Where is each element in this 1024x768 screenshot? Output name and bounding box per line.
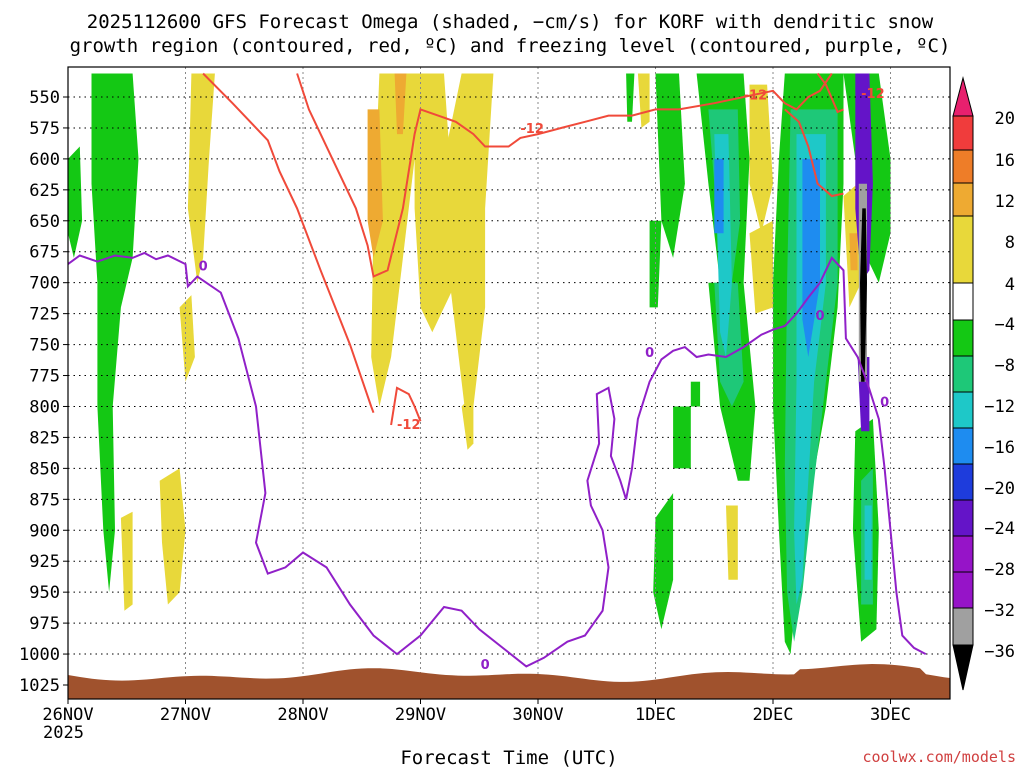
y-tick-label: 975 (29, 614, 60, 634)
colorbar-label: −28 (984, 560, 1015, 580)
y-tick-label: 700 (29, 274, 60, 294)
y-tick-label: 650 (29, 212, 60, 232)
contour-labels: -12 -12 -12 -12 0 0 0 0 0 (199, 87, 890, 673)
plot-frame (67, 66, 951, 700)
x-tick-label: 27NOV (160, 705, 211, 725)
y-tick-label: 800 (29, 397, 60, 417)
colorbar-swatch (952, 571, 974, 609)
y-tick-label: 550 (29, 88, 60, 108)
dgz-contour-label: -12 (397, 418, 421, 433)
dgz-contour-label: -12 (520, 122, 544, 137)
dgz-contour-line (202, 72, 375, 414)
dgz-contour-line (784, 108, 844, 198)
y-tick-label: 625 (29, 181, 60, 201)
y-tick-label: 600 (29, 150, 60, 170)
freezing-contour-label: 0 (645, 346, 654, 361)
colorbar-label: 16 (995, 151, 1015, 171)
y-tick-label: 950 (29, 583, 60, 603)
surface-terrain (68, 664, 950, 699)
freezing-contour-label: 0 (880, 395, 889, 410)
colorbar-swatch (952, 319, 974, 357)
y-tick-label: 675 (29, 243, 60, 263)
colorbar-swatch (952, 115, 974, 151)
y-tick-label: 825 (29, 428, 60, 448)
y-tick-label: 1000 (19, 645, 60, 665)
colorbar-swatch (952, 463, 974, 501)
freezing-contour-label: 0 (815, 309, 824, 324)
colorbar-label: −32 (984, 601, 1015, 621)
y-tick-label: 725 (29, 305, 60, 325)
colorbar-swatch (952, 182, 974, 217)
colorbar-swatch (952, 391, 974, 429)
chart-title-line2: growth region (contoured, red, ºC) and f… (70, 35, 951, 57)
colorbar-label: 8 (1005, 233, 1015, 253)
colorbar-label: −20 (984, 479, 1015, 499)
y-tick-label: 925 (29, 552, 60, 572)
freezing-contour-label: 0 (481, 658, 490, 673)
colorbar-swatch (952, 149, 974, 184)
dgz-contour-line (390, 386, 422, 426)
x-tick-label: 1DEC (635, 705, 676, 725)
x-axis-label: Forecast Time (UTC) (400, 747, 617, 768)
colorbar-label: −16 (984, 438, 1015, 458)
colorbar-swatch (952, 535, 974, 573)
colorbar-label: −8 (995, 356, 1015, 376)
y-tick-label: 575 (29, 119, 60, 139)
omega-shading (68, 73, 891, 655)
colorbar-label: −12 (984, 397, 1015, 417)
dgz-contour-line (296, 72, 833, 278)
x-tick-label: 3DEC (870, 705, 911, 725)
y-tick-label: 850 (29, 459, 60, 479)
y-tick-label: 900 (29, 521, 60, 541)
x-tick-label: 29NOV (395, 705, 446, 725)
freezing-level-line (67, 251, 927, 668)
colorbar-swatch (952, 499, 974, 537)
colorbar-swatch (952, 355, 974, 393)
contour-lines (67, 72, 927, 668)
colorbar-label: 4 (1005, 275, 1015, 295)
y-axis: 550 575 600 625 650 675 700 725 750 775 800 825 850 8… (19, 88, 68, 696)
x-tick-label: 28NOV (277, 705, 328, 725)
colorbar-label: −36 (984, 642, 1015, 662)
freezing-contour-label: 0 (199, 259, 208, 274)
colorbar: 20 16 12 8 4 −4 −8 −12 −16 −20 −24 −28 −32 −36 (952, 76, 1015, 691)
y-tick-label: 775 (29, 367, 60, 387)
colorbar-swatch (952, 282, 974, 321)
x-axis-year: 2025 (43, 723, 84, 743)
dgz-contour-label: -12 (861, 87, 885, 102)
credit-text: coolwx.com/models (862, 748, 1016, 766)
y-tick-label: 875 (29, 490, 60, 510)
colorbar-label: 12 (995, 192, 1015, 212)
colorbar-label: −4 (995, 315, 1015, 335)
colorbar-label: 20 (995, 109, 1015, 129)
colorbar-swatch (952, 427, 974, 465)
colorbar-swatch (952, 215, 974, 284)
chart-title-line1: 2025112600 GFS Forecast Omega (shaded, −… (87, 11, 934, 33)
y-tick-label: 1025 (19, 676, 60, 696)
x-tick-label: 2DEC (753, 705, 794, 725)
colorbar-swatch (952, 607, 974, 646)
x-tick-label: 26NOV (42, 705, 93, 725)
dgz-contour-label: -12 (744, 88, 768, 103)
x-tick-label: 30NOV (512, 705, 563, 725)
colorbar-label: −24 (984, 519, 1015, 539)
x-axis: 26NOV 27NOV 28NOV 29NOV 30NOV 1DEC 2DEC 3DEC (42, 699, 911, 725)
y-tick-label: 750 (29, 336, 60, 356)
dgz-contour-line (816, 72, 844, 114)
